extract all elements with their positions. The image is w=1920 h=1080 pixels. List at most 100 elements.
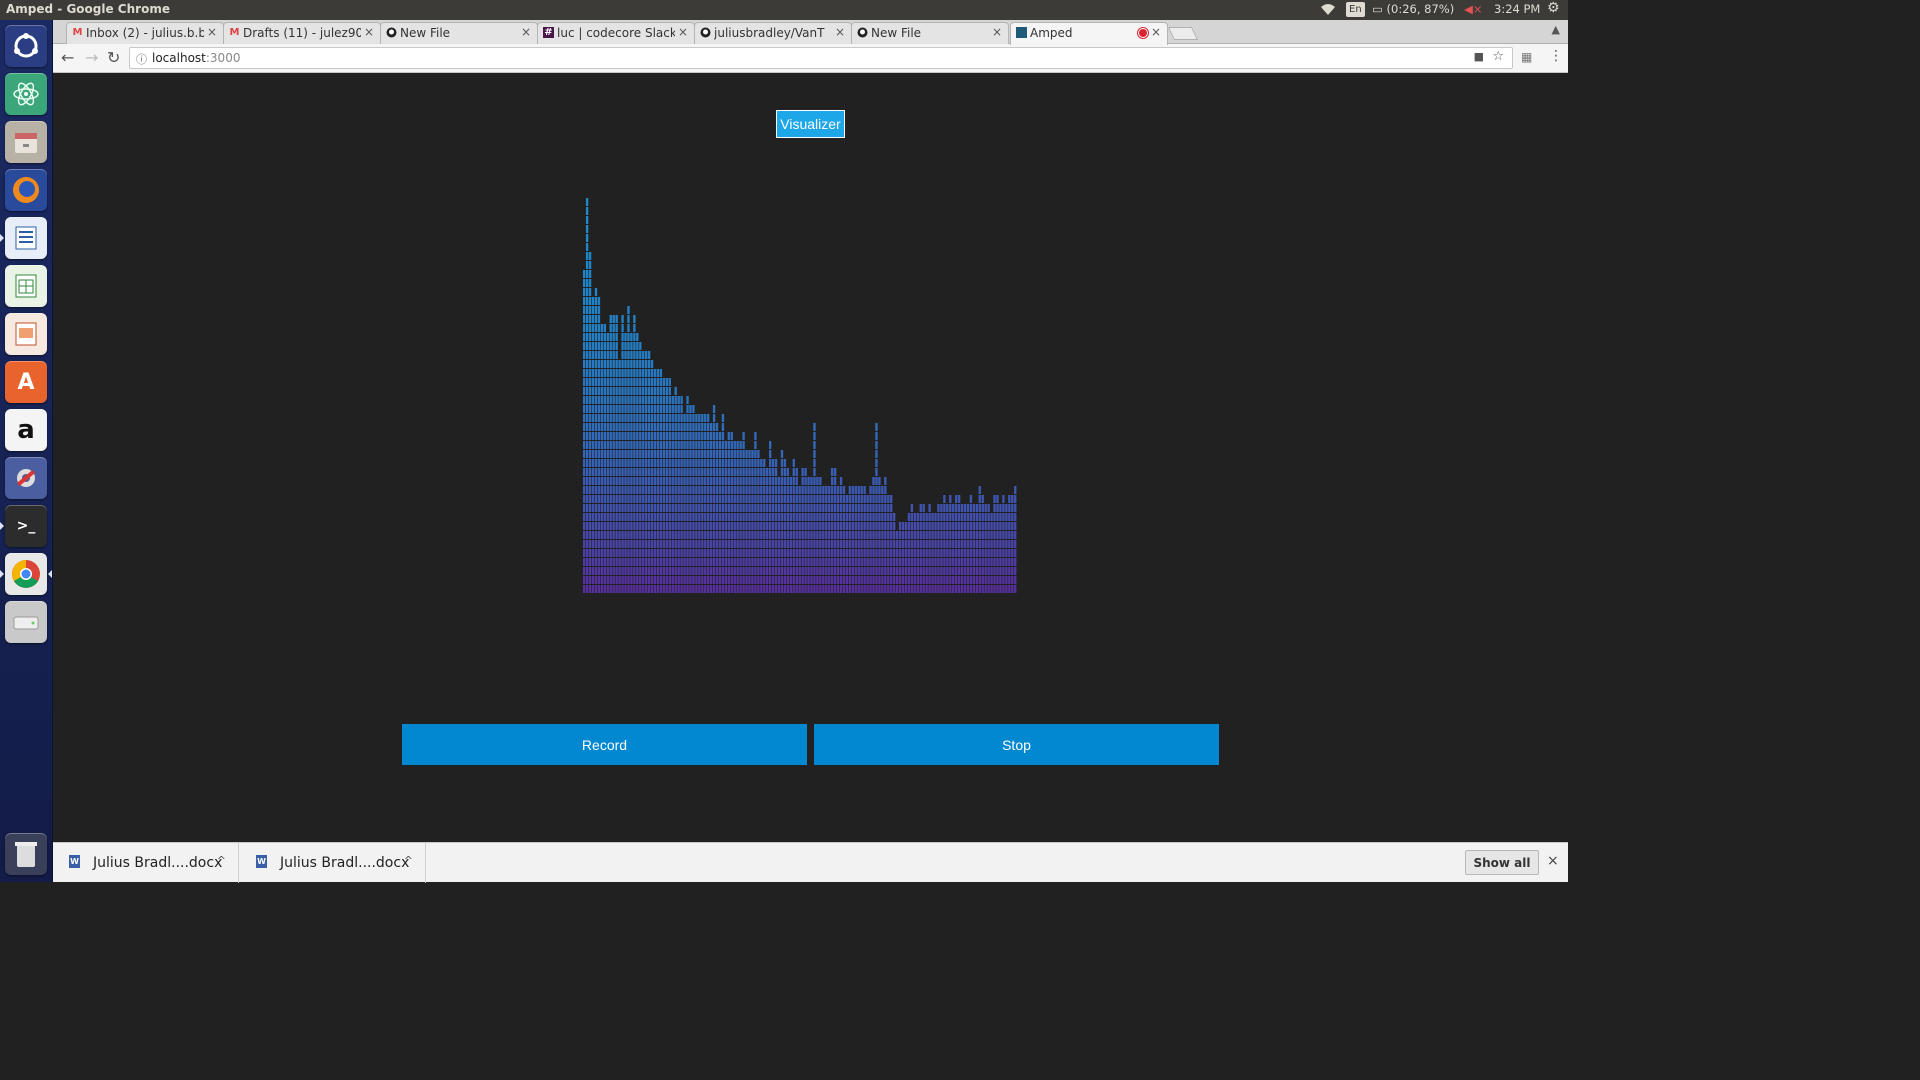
- close-icon[interactable]: ×: [206, 25, 217, 39]
- address-bar[interactable]: ⓘ localhost:3000 ■ ☆: [129, 47, 1513, 69]
- spectrum-segment: [659, 378, 663, 386]
- spectrum-segment: [674, 540, 677, 548]
- tab-inbox[interactable]: M Inbox (2) - julius.b.b ×: [66, 22, 224, 44]
- bookmark-star-icon[interactable]: ☆: [1492, 49, 1504, 64]
- system-gear-icon[interactable]: ⚙: [1547, 0, 1560, 16]
- spectrum-segment: [833, 477, 837, 485]
- clock[interactable]: 3:24 PM: [1494, 2, 1541, 16]
- spectrum-segment: [816, 477, 819, 485]
- spectrum-segment: [742, 504, 745, 512]
- spectrum-segment: [597, 315, 601, 323]
- spectrum-segment: [686, 558, 689, 566]
- forward-icon[interactable]: →: [85, 48, 99, 67]
- software-center-icon[interactable]: A: [5, 361, 47, 403]
- tab-drafts[interactable]: M Drafts (11) - julez90 ×: [223, 22, 381, 44]
- reload-icon[interactable]: ↻: [107, 48, 121, 67]
- libreoffice-impress-icon[interactable]: [5, 313, 47, 355]
- spectrum-segment: [783, 558, 787, 566]
- tab-new-file-2[interactable]: New File ×: [851, 22, 1009, 44]
- firefox-icon[interactable]: [5, 169, 47, 211]
- spectrum-segment: [585, 360, 589, 368]
- spectrum-bar: [987, 504, 990, 593]
- spectrum-segment: [774, 459, 778, 467]
- spectrum-segment: [831, 477, 834, 485]
- trash-icon[interactable]: [5, 833, 47, 875]
- spectrum-segment: [1002, 531, 1005, 539]
- spectrum-segment: [591, 567, 595, 575]
- spectrum-segment: [774, 504, 778, 512]
- close-icon[interactable]: ×: [677, 25, 688, 39]
- spectrum-segment: [606, 342, 609, 350]
- spectrum-segment: [656, 441, 660, 449]
- libreoffice-writer-icon[interactable]: [5, 217, 47, 259]
- menu-icon[interactable]: ⋮: [1549, 48, 1563, 64]
- close-icon[interactable]: ×: [363, 25, 374, 39]
- close-icon[interactable]: ×: [1150, 25, 1161, 39]
- show-all-button[interactable]: Show all: [1465, 850, 1539, 875]
- camera-icon[interactable]: ■: [1473, 50, 1484, 63]
- spectrum-segment: [810, 477, 813, 485]
- keyboard-language-indicator[interactable]: En: [1346, 2, 1365, 17]
- spectrum-bar: [895, 531, 899, 593]
- spectrum-segment: [615, 486, 618, 494]
- spectrum-segment: [692, 486, 695, 494]
- files-icon[interactable]: [5, 121, 47, 163]
- spectrum-segment: [798, 495, 801, 503]
- battery-indicator[interactable]: ▭ (0:26, 87%): [1372, 2, 1454, 16]
- spectrum-segment: [585, 396, 589, 404]
- ubuntu-dash-icon[interactable]: [5, 25, 47, 67]
- stop-button[interactable]: Stop: [814, 724, 1219, 765]
- new-tab-button[interactable]: [1167, 27, 1199, 40]
- close-icon[interactable]: ×: [991, 25, 1002, 39]
- spectrum-segment: [588, 261, 592, 269]
- spectrum-bar: [922, 504, 925, 593]
- gmail-icon: M: [229, 27, 240, 38]
- spectrum-segment: [931, 513, 934, 521]
- spectrum-segment: [677, 585, 680, 593]
- tab-new-file[interactable]: New File ×: [380, 22, 538, 44]
- system-settings-icon[interactable]: [5, 457, 47, 499]
- back-icon[interactable]: ←: [61, 48, 75, 67]
- chevron-up-icon[interactable]: ^: [403, 854, 413, 867]
- spectrum-segment: [754, 567, 757, 575]
- spectrum-segment: [597, 342, 601, 350]
- spectrum-segment: [715, 477, 719, 485]
- spectrum-segment: [668, 522, 671, 530]
- terminal-icon[interactable]: >_: [5, 505, 47, 547]
- download-item[interactable]: W Julius Bradl....docx ^: [53, 843, 239, 883]
- spectrum-segment: [650, 450, 654, 458]
- close-icon[interactable]: ×: [834, 25, 845, 39]
- spectrum-segment: [1005, 531, 1008, 539]
- atom-editor-icon[interactable]: [5, 73, 47, 115]
- spectrum-segment: [854, 585, 857, 593]
- disk-drive-icon[interactable]: [5, 601, 47, 643]
- spectrum-segment: [591, 459, 595, 467]
- tab-github-repo[interactable]: juliusbradley/VanT ×: [694, 22, 852, 44]
- extension-icon[interactable]: ▦: [1521, 50, 1533, 64]
- libreoffice-calc-icon[interactable]: [5, 265, 47, 307]
- visualizer-button[interactable]: Visualizer: [776, 110, 845, 138]
- close-icon[interactable]: ×: [1547, 853, 1559, 869]
- spectrum-segment: [946, 585, 949, 593]
- spectrum-segment: [689, 414, 692, 422]
- amazon-icon[interactable]: a: [5, 409, 47, 451]
- spectrum-segment: [627, 324, 630, 332]
- spectrum-segment: [618, 414, 621, 422]
- tab-slack[interactable]: # luc | codecore Slack ×: [537, 22, 695, 44]
- tab-amped[interactable]: Amped ×: [1010, 22, 1168, 45]
- info-icon[interactable]: ⓘ: [136, 53, 147, 66]
- close-icon[interactable]: ×: [520, 25, 531, 39]
- spectrum-segment: [594, 405, 598, 413]
- volume-muted-icon[interactable]: ◀×: [1464, 2, 1483, 16]
- spectrum-segment: [591, 576, 595, 584]
- chevron-up-icon[interactable]: ^: [216, 854, 226, 867]
- spectrum-segment: [665, 495, 669, 503]
- spectrum-bar: [1014, 486, 1017, 593]
- record-button[interactable]: Record: [402, 724, 807, 765]
- chrome-icon[interactable]: [5, 553, 47, 595]
- download-item[interactable]: W Julius Bradl....docx ^: [240, 843, 426, 883]
- profile-icon[interactable]: ▲: [1551, 23, 1560, 36]
- spectrum-segment: [677, 423, 680, 431]
- spectrum-segment: [895, 576, 899, 584]
- wifi-icon[interactable]: [1320, 2, 1336, 16]
